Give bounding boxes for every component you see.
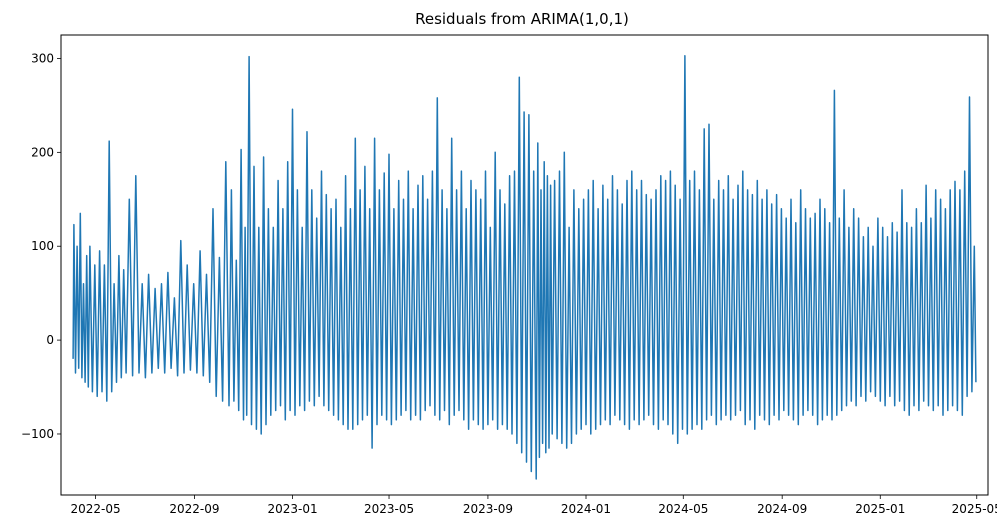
x-tick-label: 2023-01 xyxy=(267,502,317,516)
x-tick-label: 2023-09 xyxy=(463,502,513,516)
x-tick-label: 2022-09 xyxy=(169,502,219,516)
x-tick-label: 2024-05 xyxy=(658,502,708,516)
y-tick-label: 300 xyxy=(31,51,54,65)
series-line-0 xyxy=(72,54,977,480)
series-layer xyxy=(72,54,977,480)
x-tick-label: 2025-05 xyxy=(952,502,997,516)
plot-area: 2022-05 2022-09 2023-01 2023-05 2023-09 2024-… xyxy=(21,34,997,516)
chart-title: Residuals from ARIMA(1,0,1) xyxy=(415,10,629,28)
y-tick-label: −100 xyxy=(21,427,54,441)
y-axis: 300 200 100 0 −100 xyxy=(21,51,61,441)
y-tick-label: 100 xyxy=(31,239,54,253)
x-tick-label: 2024-01 xyxy=(561,502,611,516)
x-axis: 2022-05 2022-09 2023-01 2023-05 2023-09 2024-… xyxy=(71,495,997,516)
x-tick-label: 2023-05 xyxy=(364,502,414,516)
y-tick-label: 0 xyxy=(46,333,54,347)
y-tick-label: 200 xyxy=(31,145,54,159)
x-tick-label: 2025-01 xyxy=(855,502,905,516)
x-tick-label: 2024-09 xyxy=(757,502,807,516)
x-tick-label: 2022-05 xyxy=(71,502,121,516)
